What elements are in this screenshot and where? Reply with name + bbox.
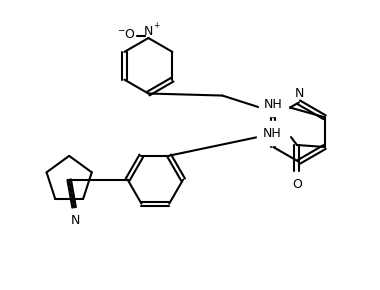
Text: $^{+}$: $^{+}$ bbox=[154, 21, 161, 31]
Text: N: N bbox=[294, 87, 304, 100]
Text: $^{-}$O: $^{-}$O bbox=[117, 28, 136, 41]
Text: NH: NH bbox=[264, 98, 283, 111]
Text: NH: NH bbox=[262, 127, 281, 139]
Text: O: O bbox=[292, 178, 302, 191]
Text: N: N bbox=[70, 214, 80, 227]
Text: N: N bbox=[144, 25, 153, 38]
